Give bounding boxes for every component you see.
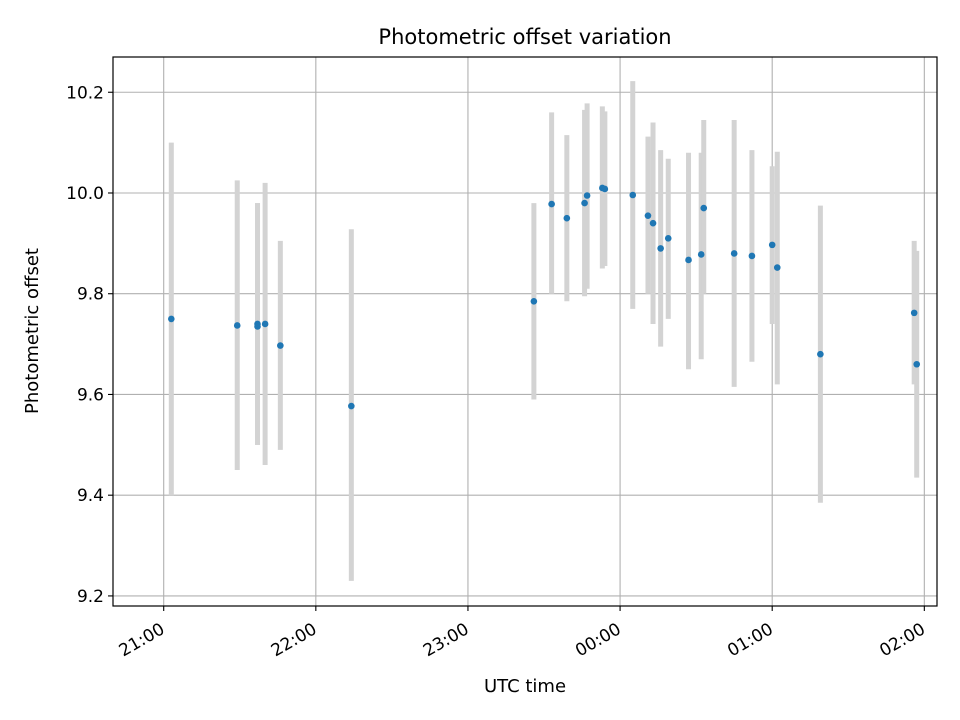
data-point — [629, 191, 637, 199]
point-group — [168, 184, 921, 410]
data-point — [168, 315, 175, 323]
data-point — [730, 250, 738, 257]
y-tick-label: 9.2 — [77, 587, 104, 607]
data-point — [664, 235, 672, 242]
y-tick-label: 9.8 — [77, 285, 104, 305]
data-point — [563, 214, 571, 222]
y-tick-label: 10.2 — [66, 83, 104, 103]
y-axis: 9.2 9.4 9.6 9.8 10.0 10.2 — [66, 83, 113, 607]
data-point — [601, 185, 609, 193]
plot-frame — [112, 56, 938, 607]
data-point — [649, 219, 657, 227]
data-point — [773, 264, 781, 271]
data-point — [261, 320, 269, 328]
data-point — [530, 297, 538, 305]
grid-lines — [113, 57, 937, 606]
chart-title: Photometric offset variation — [378, 25, 671, 49]
data-point — [748, 252, 756, 260]
data-point — [548, 200, 555, 208]
data-point — [254, 323, 261, 330]
data-point — [233, 322, 241, 329]
y-tick-label: 10.0 — [66, 184, 104, 204]
data-point — [583, 192, 591, 199]
data-point — [657, 245, 664, 252]
data-point — [768, 241, 776, 249]
data-point — [910, 309, 918, 317]
data-point — [700, 204, 708, 212]
y-tick-label: 9.4 — [77, 486, 104, 506]
data-point — [277, 342, 284, 349]
data-point — [817, 350, 824, 358]
y-tick-label: 9.6 — [77, 385, 104, 405]
y-axis-label: Photometric offset — [22, 248, 43, 414]
data-point — [685, 256, 692, 264]
data-point — [697, 251, 705, 258]
data-point — [581, 199, 588, 207]
data-point — [644, 212, 652, 219]
x-axis-label: UTC time — [484, 676, 566, 697]
data-point — [348, 402, 355, 410]
data-point — [913, 360, 921, 368]
